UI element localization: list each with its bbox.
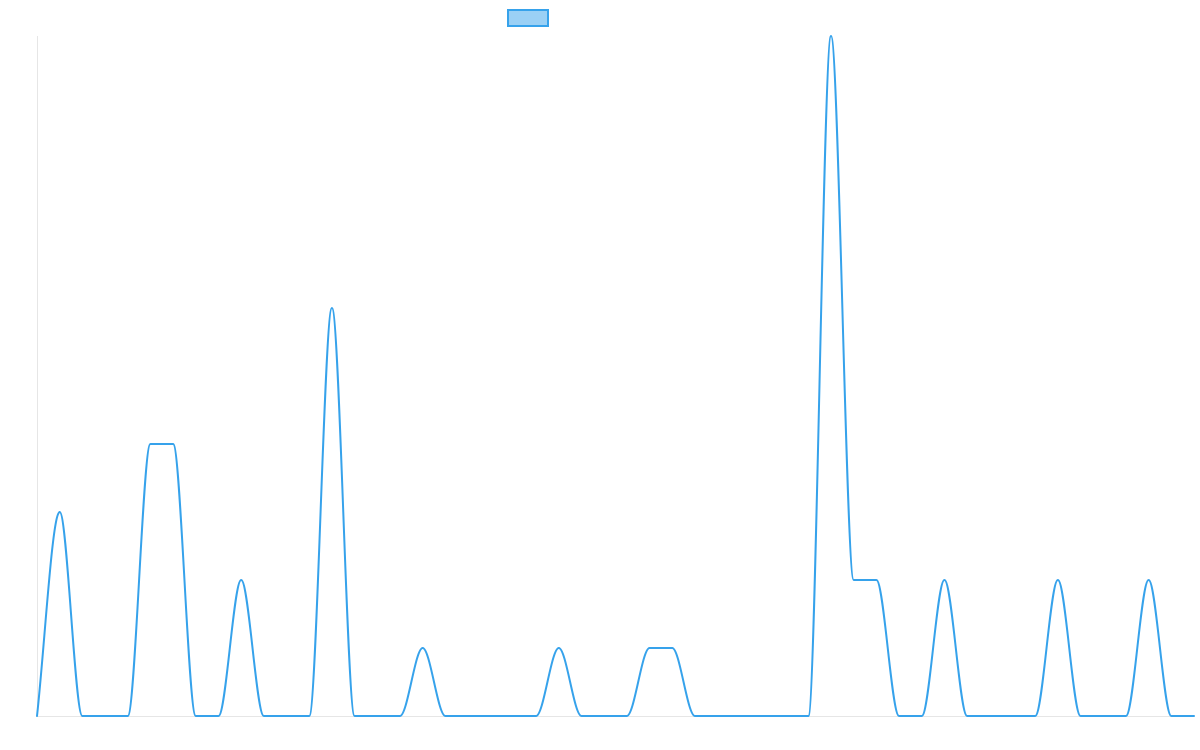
data-point-27[interactable]	[647, 645, 653, 651]
data-point-50[interactable]	[1168, 713, 1174, 719]
data-point-35[interactable]	[828, 33, 834, 39]
data-point-0[interactable]	[34, 713, 40, 719]
data-point-13[interactable]	[329, 305, 335, 311]
legend[interactable]	[507, 9, 549, 27]
data-point-31[interactable]	[737, 713, 743, 719]
data-point-1[interactable]	[57, 509, 63, 515]
data-point-41[interactable]	[964, 713, 970, 719]
data-point-2[interactable]	[79, 713, 85, 719]
data-point-37[interactable]	[873, 577, 879, 583]
data-point-51[interactable]	[1191, 713, 1197, 719]
data-point-3[interactable]	[102, 713, 108, 719]
data-point-32[interactable]	[760, 713, 766, 719]
data-point-47[interactable]	[1100, 713, 1106, 719]
data-point-6[interactable]	[170, 441, 176, 447]
legend-swatch-series-1[interactable]	[507, 9, 549, 27]
data-point-9[interactable]	[238, 577, 244, 583]
data-point-11[interactable]	[284, 713, 290, 719]
data-point-18[interactable]	[442, 713, 448, 719]
data-point-4[interactable]	[125, 713, 131, 719]
data-point-33[interactable]	[783, 713, 789, 719]
data-point-23[interactable]	[556, 645, 562, 651]
data-point-45[interactable]	[1055, 577, 1061, 583]
data-point-19[interactable]	[465, 713, 471, 719]
data-point-26[interactable]	[624, 713, 630, 719]
data-point-22[interactable]	[533, 713, 539, 719]
data-point-49[interactable]	[1146, 577, 1152, 583]
data-point-12[interactable]	[306, 713, 312, 719]
series-line	[36, 35, 1195, 717]
data-point-30[interactable]	[715, 713, 721, 719]
data-point-28[interactable]	[669, 645, 675, 651]
data-point-34[interactable]	[805, 713, 811, 719]
data-point-10[interactable]	[261, 713, 267, 719]
data-point-39[interactable]	[919, 713, 925, 719]
data-point-8[interactable]	[215, 713, 221, 719]
data-point-29[interactable]	[692, 713, 698, 719]
data-point-43[interactable]	[1010, 713, 1016, 719]
data-point-24[interactable]	[578, 713, 584, 719]
data-point-38[interactable]	[896, 713, 902, 719]
series-group	[36, 35, 1195, 717]
data-point-25[interactable]	[601, 713, 607, 719]
data-point-21[interactable]	[510, 713, 516, 719]
data-points	[34, 33, 1197, 719]
data-point-36[interactable]	[851, 577, 857, 583]
data-point-5[interactable]	[147, 441, 153, 447]
data-point-14[interactable]	[352, 713, 358, 719]
data-point-7[interactable]	[193, 713, 199, 719]
data-point-15[interactable]	[374, 713, 380, 719]
data-point-16[interactable]	[397, 713, 403, 719]
data-point-46[interactable]	[1078, 713, 1084, 719]
data-point-42[interactable]	[987, 713, 993, 719]
data-point-20[interactable]	[488, 713, 494, 719]
data-point-44[interactable]	[1032, 713, 1038, 719]
data-point-40[interactable]	[941, 577, 947, 583]
data-point-17[interactable]	[420, 645, 426, 651]
data-point-48[interactable]	[1123, 713, 1129, 719]
